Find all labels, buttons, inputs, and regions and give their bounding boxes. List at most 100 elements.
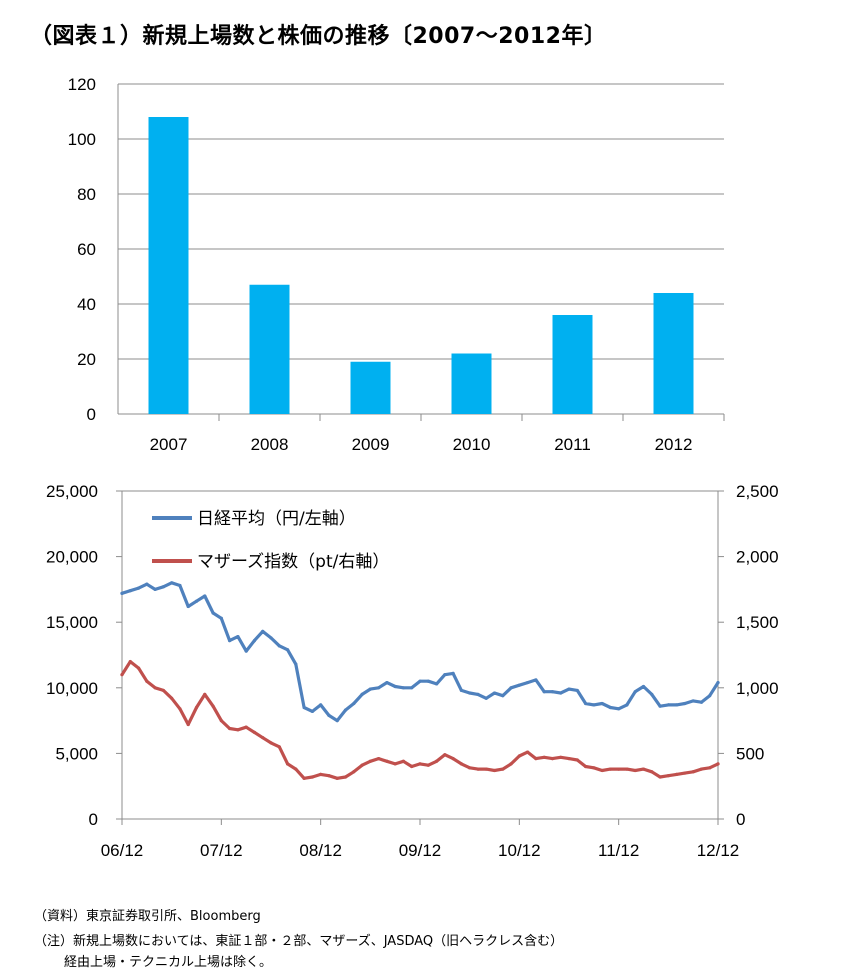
- left-y-tick-label: 15,000: [46, 613, 98, 632]
- bar-x-tick-label: 2009: [352, 435, 390, 454]
- right-y-tick-label: 0: [736, 810, 745, 829]
- data-point-mothers: [559, 755, 563, 759]
- data-point-mothers: [484, 767, 488, 771]
- series-line-nikkei: [120, 581, 720, 723]
- data-point-mothers: [608, 767, 612, 771]
- right-y-tick-label: 2,000: [736, 548, 779, 567]
- data-point-nikkei: [211, 611, 215, 615]
- bar-y-tick-label: 60: [77, 240, 96, 259]
- data-point-mothers: [625, 767, 629, 771]
- data-point-mothers: [683, 771, 687, 775]
- data-point-nikkei: [575, 688, 579, 693]
- data-point-nikkei: [526, 680, 530, 685]
- data-point-mothers: [186, 722, 190, 727]
- data-point-nikkei: [559, 691, 563, 695]
- data-point-nikkei: [641, 684, 646, 689]
- data-point-mothers: [228, 726, 232, 731]
- data-point-mothers: [319, 772, 323, 776]
- bar-x-tick-label: 2011: [554, 435, 591, 454]
- data-point-nikkei: [410, 686, 414, 690]
- data-point-nikkei: [550, 690, 555, 694]
- footnote-line-2: 経由上場・テクニカル上場は除く。: [64, 955, 273, 970]
- data-point-nikkei: [178, 583, 182, 588]
- data-point-nikkei: [294, 662, 298, 666]
- data-point-nikkei: [368, 687, 372, 691]
- data-point-mothers: [310, 775, 314, 779]
- data-point-nikkei: [625, 703, 629, 707]
- data-point-mothers: [658, 775, 662, 779]
- data-point-nikkei: [302, 705, 306, 710]
- data-point-mothers: [170, 696, 174, 700]
- data-point-mothers: [666, 774, 670, 778]
- line-chart: 0 5,000 10,000 15,000 20,000 25,000 0 500 1,000 1…: [46, 482, 779, 860]
- data-point-mothers: [153, 686, 157, 690]
- left-y-tick-label: 10,000: [46, 679, 98, 698]
- data-point-nikkei: [269, 636, 273, 640]
- data-point-mothers: [269, 741, 273, 745]
- data-point-mothers: [542, 755, 546, 759]
- data-point-nikkei: [385, 680, 389, 685]
- x-tick-label: 12/12: [697, 841, 740, 860]
- data-point-mothers: [360, 763, 364, 767]
- data-point-mothers: [178, 707, 182, 711]
- data-point-nikkei: [484, 696, 488, 700]
- data-point-mothers: [575, 758, 579, 762]
- data-point-nikkei: [534, 678, 538, 682]
- data-point-mothers: [567, 757, 571, 761]
- data-point-nikkei: [393, 684, 397, 689]
- bar-y-tick-label: 20: [77, 350, 96, 369]
- data-point-nikkei: [443, 673, 447, 677]
- data-point-nikkei: [153, 587, 157, 592]
- legend-label: 日経平均（円/左軸）: [197, 509, 356, 529]
- data-point-nikkei: [335, 719, 339, 723]
- data-point-mothers: [294, 767, 298, 771]
- left-y-tick-label: 5,000: [55, 744, 98, 763]
- left-y-tick-label: 20,000: [46, 548, 98, 567]
- x-tick-label: 09/12: [399, 841, 442, 860]
- footnote-line-1: （注）新規上場数においては、東証１部・２部、マザーズ、JASDAQ（旧ヘラクレス…: [34, 934, 564, 949]
- data-point-mothers: [600, 768, 604, 773]
- data-point-mothers: [641, 767, 646, 771]
- x-tick-label: 08/12: [299, 841, 342, 860]
- data-point-mothers: [327, 774, 331, 778]
- data-point-nikkei: [509, 686, 513, 690]
- data-point-mothers: [501, 767, 505, 771]
- data-point-nikkei: [542, 690, 546, 694]
- data-point-mothers: [203, 692, 207, 696]
- data-point-nikkei: [128, 589, 132, 593]
- x-tick-label: 07/12: [200, 841, 243, 860]
- data-point-mothers: [708, 766, 712, 770]
- data-point-mothers: [236, 728, 240, 732]
- data-point-mothers: [401, 759, 406, 763]
- chart-title: （図表１）新規上場数と株価の推移〔2007～2012年〕: [30, 24, 607, 49]
- data-point-mothers: [302, 776, 306, 780]
- data-point-mothers: [633, 768, 637, 773]
- data-point-mothers: [716, 762, 720, 766]
- data-point-mothers: [393, 762, 397, 766]
- data-point-mothers: [476, 767, 480, 771]
- data-point-nikkei: [145, 582, 149, 586]
- data-point-nikkei: [708, 694, 712, 698]
- data-point-nikkei: [583, 701, 588, 706]
- data-point-mothers: [509, 762, 513, 766]
- data-point-mothers: [451, 757, 455, 761]
- data-point-nikkei: [517, 683, 521, 687]
- data-point-mothers: [691, 770, 695, 774]
- data-point-nikkei: [608, 705, 612, 710]
- data-point-nikkei: [567, 687, 571, 691]
- data-point-nikkei: [650, 692, 654, 696]
- data-point-nikkei: [691, 699, 695, 703]
- data-point-nikkei: [683, 701, 687, 706]
- data-point-nikkei: [194, 599, 199, 603]
- data-point-nikkei: [426, 679, 430, 683]
- x-tick-label: 10/12: [498, 841, 541, 860]
- data-point-mothers: [277, 745, 281, 749]
- data-point-nikkei: [658, 704, 662, 708]
- data-point-mothers: [492, 768, 497, 773]
- data-point-nikkei: [219, 616, 223, 620]
- data-point-mothers: [550, 757, 555, 761]
- x-tick-label: 06/12: [101, 841, 144, 860]
- data-point-mothers: [410, 764, 414, 769]
- data-point-nikkei: [352, 701, 356, 706]
